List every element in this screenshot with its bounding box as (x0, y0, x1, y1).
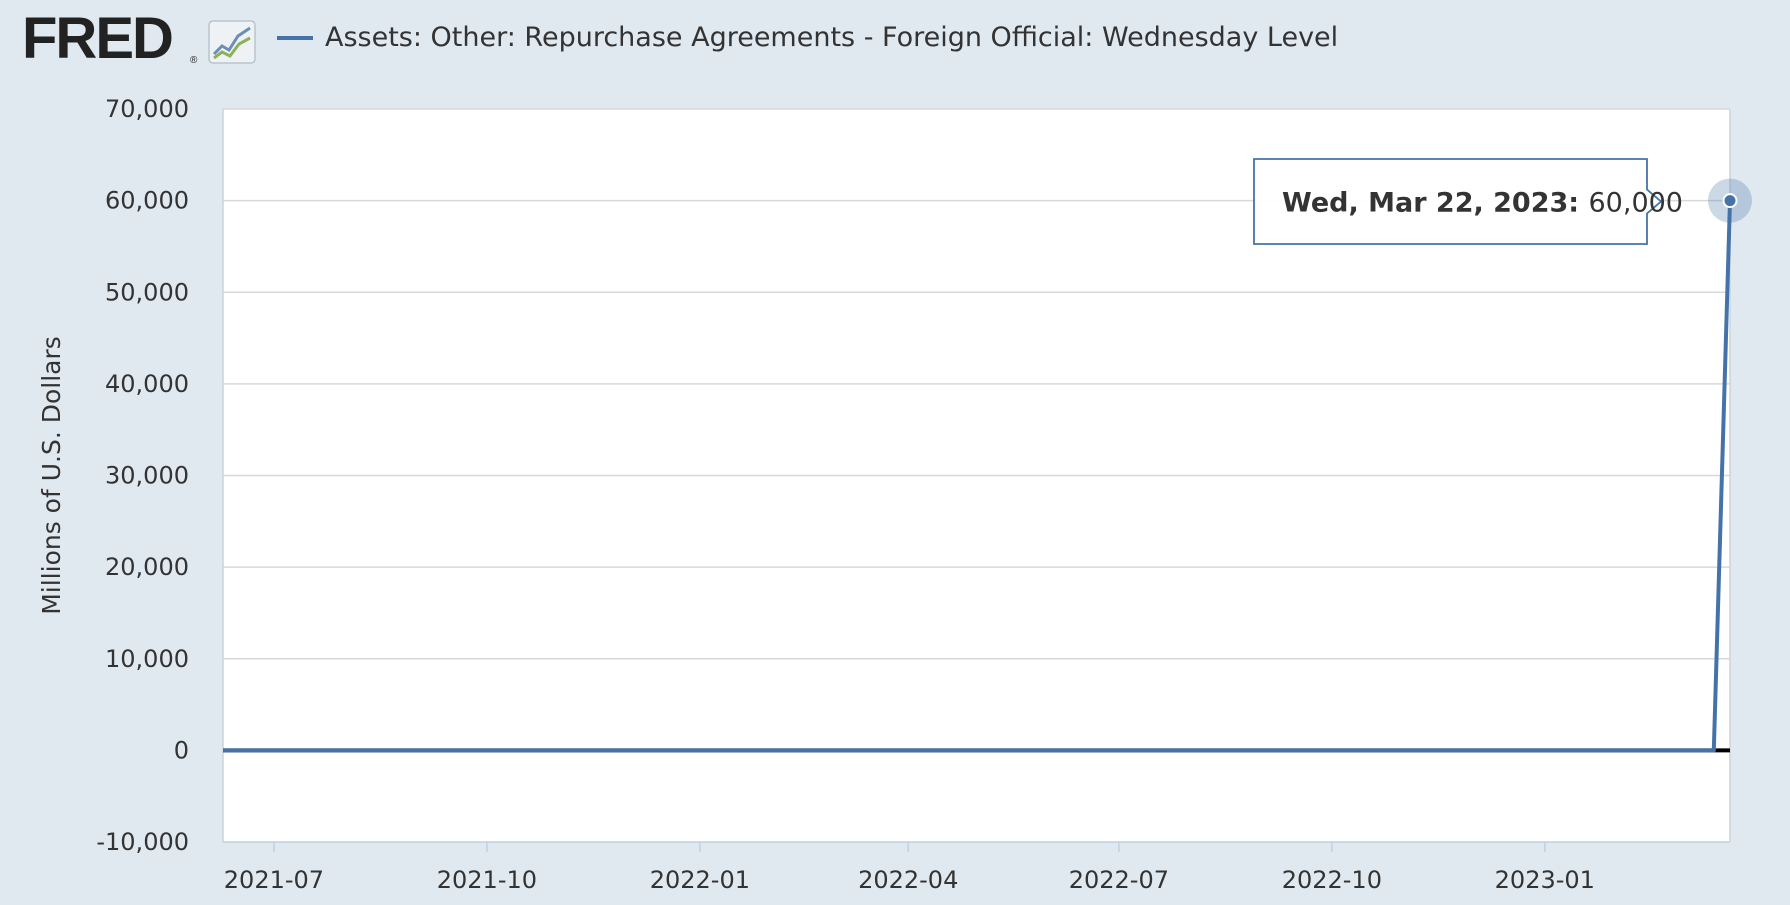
x-tick-label: 2022-07 (1069, 866, 1169, 894)
x-tick-label: 2021-10 (437, 866, 537, 894)
tooltip-value: 60,000 (1589, 188, 1683, 219)
y-tick-label: 60,000 (105, 187, 189, 215)
y-tick-label: -10,000 (96, 828, 189, 856)
tooltip-text: Wed, Mar 22, 2023: 60,000 (1282, 188, 1683, 219)
x-tick-label: 2021-07 (224, 866, 324, 894)
tooltip-date: Wed, Mar 22, 2023: (1282, 188, 1589, 219)
series-layer (223, 200, 1732, 753)
line-chart-icon (208, 20, 256, 64)
tooltip: Wed, Mar 22, 2023: 60,000 (1253, 158, 1752, 245)
chart-header: FRED ® Assets: Other: Repurchase Agreeme… (0, 0, 1790, 90)
y-tick-label: 70,000 (105, 95, 189, 123)
x-axis-ticks: 2021-07 2021-10 2022-01 2022-04 2022-07 2022-… (224, 842, 1595, 894)
highlighted-point (1722, 193, 1738, 209)
x-tick-label: 2022-04 (858, 866, 958, 894)
y-tick-label: 10,000 (105, 645, 189, 673)
y-axis-title: Millions of U.S. Dollars (37, 336, 66, 615)
x-tick-label: 2022-01 (650, 866, 750, 894)
registered-mark: ® (190, 55, 198, 66)
series-line (223, 200, 1732, 753)
y-tick-label: 0 (174, 736, 189, 764)
y-tick-label: 50,000 (105, 278, 189, 306)
y-axis-ticks: 70,000 60,000 50,000 40,000 30,000 20,000 10,0… (96, 95, 189, 856)
y-tick-label: 30,000 (105, 462, 189, 490)
y-tick-label: 20,000 (105, 553, 189, 581)
fred-logo[interactable]: FRED (22, 6, 174, 71)
y-tick-label: 40,000 (105, 370, 189, 398)
legend-series-label: Assets: Other: Repurchase Agreements - F… (325, 22, 1339, 53)
tooltip-box (1253, 158, 1663, 245)
legend-swatch (277, 35, 313, 40)
x-tick-label: 2023-01 (1495, 866, 1595, 894)
x-tick-label: 2022-10 (1282, 866, 1382, 894)
chart-legend[interactable]: Assets: Other: Repurchase Agreements - F… (277, 22, 1338, 53)
